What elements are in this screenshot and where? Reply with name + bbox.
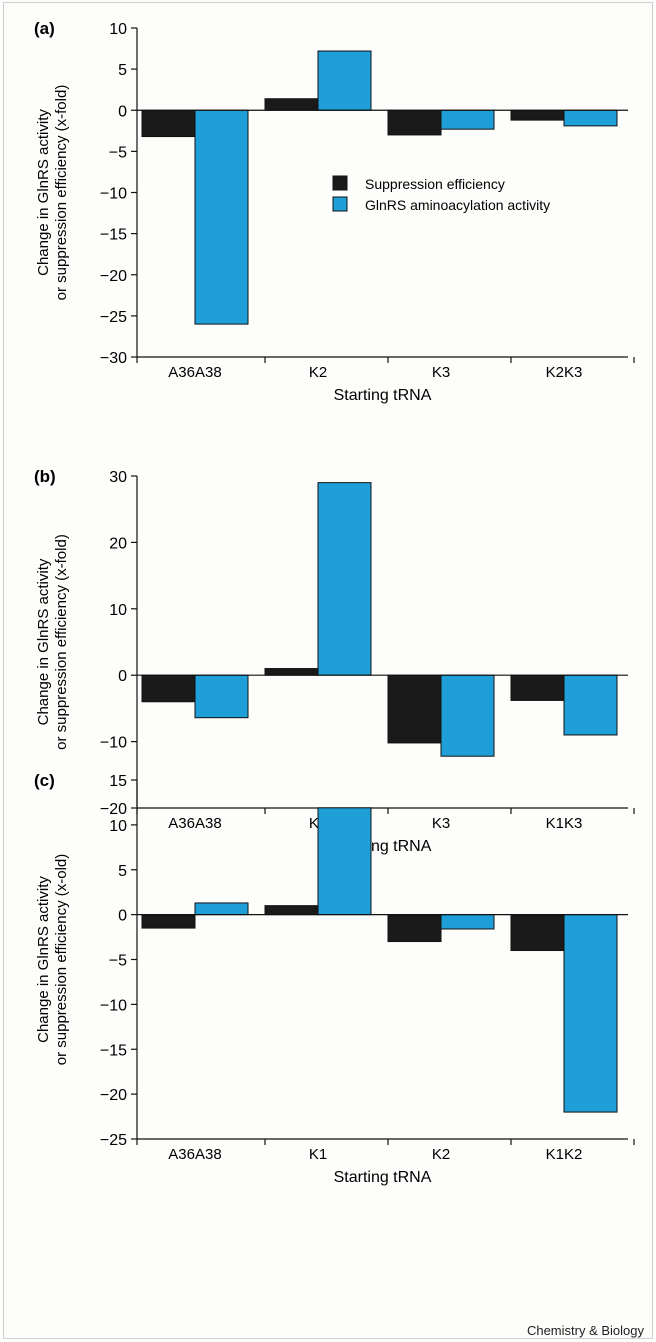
- y-tick-label: 5: [118, 863, 127, 880]
- y-tick-label: 10: [109, 602, 127, 619]
- bar-glnrs: [317, 482, 372, 676]
- journal-credit: Chemistry & Biology: [526, 1323, 644, 1338]
- x-tick-label: K1: [309, 1146, 327, 1163]
- bar-suppression: [141, 914, 196, 929]
- y-tick-label: 0: [118, 908, 127, 925]
- y-tick-label: −20: [100, 268, 127, 285]
- bar-glnrs: [563, 914, 618, 1113]
- y-axis-title-line-2: or suppression efficiency (x-fold): [53, 85, 70, 301]
- y-tick-label: 20: [109, 535, 127, 552]
- panel-label: (b): [34, 467, 56, 486]
- y-tick-label: 15: [109, 773, 127, 790]
- figure-frame: [3, 2, 653, 1339]
- bar-glnrs: [440, 109, 495, 130]
- bar-glnrs: [317, 50, 372, 111]
- bar-suppression: [510, 914, 565, 952]
- bar-suppression: [387, 914, 442, 943]
- y-tick-label: −10: [100, 735, 127, 752]
- bar-glnrs: [194, 109, 249, 325]
- bar-suppression: [510, 109, 565, 121]
- legend-label-glnrs: GlnRS aminoacylation activity: [365, 197, 550, 213]
- bar-glnrs: [440, 674, 495, 757]
- bar-suppression: [387, 674, 442, 744]
- bar-suppression: [264, 98, 319, 111]
- bar-glnrs: [194, 674, 249, 719]
- y-tick-label: −5: [109, 144, 127, 161]
- y-axis-title: Change in GlnRS activityor suppression e…: [35, 854, 70, 1065]
- x-tick-label: K3: [432, 364, 450, 381]
- x-tick-label: K2: [309, 364, 327, 381]
- bar-glnrs: [317, 807, 372, 916]
- y-tick-label: 10: [109, 818, 127, 835]
- y-tick-label: 5: [118, 62, 127, 79]
- bar-suppression: [387, 109, 442, 136]
- bar-suppression: [141, 109, 196, 138]
- x-axis-title: Starting tRNA: [334, 387, 432, 404]
- y-tick-label: −25: [100, 309, 127, 326]
- x-tick-label: A36A38: [168, 364, 221, 381]
- bar-glnrs: [194, 902, 249, 916]
- y-tick-label: 0: [118, 103, 127, 120]
- bar-glnrs: [440, 914, 495, 930]
- y-tick-label: −20: [100, 801, 127, 818]
- x-tick-label: K1K2: [546, 1146, 583, 1163]
- y-axis-title-line-1: Change in GlnRS activity: [35, 876, 52, 1043]
- legend-label-suppression: Suppression efficiency: [365, 176, 505, 192]
- bar-glnrs: [563, 109, 618, 127]
- y-tick-label: −5: [109, 953, 127, 970]
- x-tick-label: K1K3: [546, 815, 583, 832]
- bar-suppression: [141, 674, 196, 703]
- y-axis-title-line-2: or suppression efficiency (x-fold): [53, 534, 70, 750]
- y-tick-label: 10: [109, 21, 127, 38]
- y-tick-label: −20: [100, 1087, 127, 1104]
- panel-label: (a): [34, 19, 55, 38]
- chart-panel-1: (a)A36A38 K2 K3 K2K31050−5−10−15−20−25−30St…: [34, 19, 635, 404]
- panel-label: (c): [34, 771, 55, 790]
- y-tick-label: −15: [100, 1042, 127, 1059]
- legend-swatch-suppression: [332, 175, 348, 191]
- y-tick-label: −10: [100, 997, 127, 1014]
- x-tick-label: K2K3: [546, 364, 583, 381]
- bar-suppression: [264, 905, 319, 916]
- legend: Suppression efficiency GlnRS aminoacylati…: [332, 175, 550, 213]
- y-axis-title-line-1: Change in GlnRS activity: [35, 109, 52, 276]
- bar-glnrs: [563, 674, 618, 736]
- x-tick-label: A36A38: [168, 815, 221, 832]
- y-axis-title: Change in GlnRS activityor suppression e…: [35, 534, 70, 750]
- y-tick-label: −30: [100, 350, 127, 367]
- x-axis-title: Starting tRNA: [334, 1169, 432, 1186]
- y-axis-title-line-1: Change in GlnRS activity: [35, 558, 52, 725]
- y-tick-label: 0: [118, 668, 127, 685]
- bar-suppression: [510, 674, 565, 701]
- x-tick-label: A36A38: [168, 1146, 221, 1163]
- x-tick-label: K2: [432, 1146, 450, 1163]
- y-tick-label: −15: [100, 227, 127, 244]
- y-axis-title-line-2: or suppression efficiency (x-old): [53, 854, 70, 1065]
- y-axis-title: Change in GlnRS activityor suppression e…: [35, 85, 70, 301]
- x-tick-label: K3: [432, 815, 450, 832]
- bar-suppression: [264, 668, 319, 676]
- chart-panel-3: (c)A36A38 K1 K2 K1K2151050−5−10−15−20−25Sta…: [34, 771, 635, 1186]
- y-tick-label: 30: [109, 469, 127, 486]
- legend-swatch-glnrs: [332, 196, 348, 212]
- y-tick-label: −25: [100, 1132, 127, 1149]
- y-tick-label: −10: [100, 186, 127, 203]
